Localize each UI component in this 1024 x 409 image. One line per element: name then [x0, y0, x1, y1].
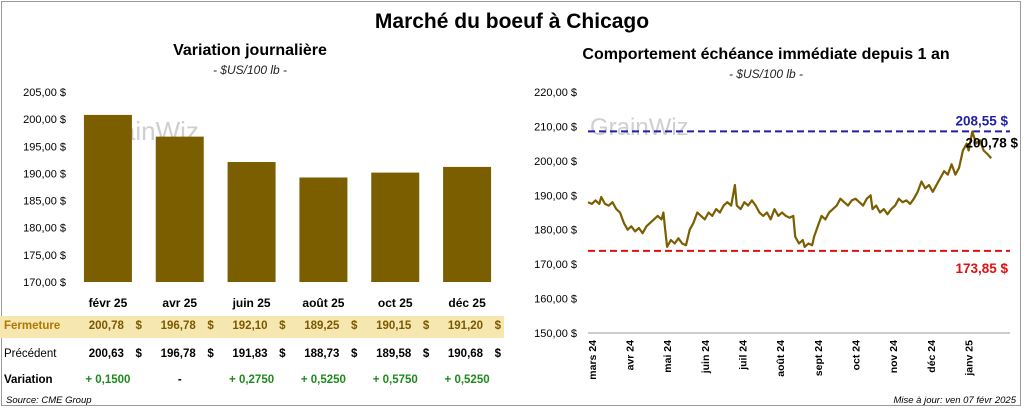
y-tick-label: 200,00 $	[23, 114, 66, 126]
y-tick-label: 175,00 $	[23, 250, 66, 262]
table-row-fermeture: Fermeture 200,78 $196,78 $192,10 $189,25 $19…	[0, 316, 504, 338]
line-chart: GrainWiz 220,00 $ 210,00 $ 200,00 $ 190,00 $…	[534, 87, 1018, 380]
y-tick-label: 205,00 $	[23, 87, 66, 99]
x-tick-label: déc 25	[448, 296, 486, 310]
x-tick-label: juin 25	[232, 296, 271, 310]
x-tick-label: oct 25	[378, 296, 413, 310]
cell-value: 200,78	[88, 320, 124, 332]
y-tick-label: 185,00 $	[23, 196, 66, 208]
cell-currency: $	[279, 348, 286, 360]
cell-value: 191,83	[232, 348, 268, 360]
cell-currency: $	[135, 348, 142, 360]
x-tick-label: août 24	[775, 340, 787, 377]
cell-value: 188,73	[304, 348, 340, 360]
cell-value: 196,78	[160, 320, 196, 332]
x-tick-label: juil 24	[737, 340, 749, 371]
y-tick-label: 190,00 $	[534, 190, 577, 202]
y-tick-label: 220,00 $	[534, 87, 577, 99]
row-label-fermeture: Fermeture	[4, 320, 61, 332]
cell-currency: $	[279, 320, 286, 332]
table-cell: -	[177, 374, 182, 386]
left-chart-title: Variation journalière	[173, 42, 327, 59]
cell-currency: $	[351, 348, 358, 360]
cell-currency: $	[422, 348, 430, 360]
cell-currency: $	[351, 320, 358, 332]
row-label-precedent: Précédent	[4, 348, 57, 360]
cell-value: 189,58	[376, 348, 412, 360]
bar	[443, 166, 492, 282]
cell-currency: $	[135, 320, 142, 332]
bar	[371, 172, 420, 282]
cell-currency: $	[207, 320, 214, 332]
main-title: Marché du boeuf à Chicago	[374, 10, 650, 33]
cell-value: 200,63	[88, 348, 124, 360]
price-line	[587, 130, 993, 248]
row-label-variation: Variation	[4, 374, 53, 386]
table-cell: + 0,1500	[85, 374, 131, 386]
cell-value: 189,25	[304, 320, 340, 332]
cell-currency: $	[494, 348, 502, 360]
y-tick-label: 210,00 $	[534, 121, 577, 133]
y-tick-label: 180,00 $	[23, 223, 66, 235]
cell-value: 196,78	[160, 348, 196, 360]
y-tick-label: 170,00 $	[534, 259, 577, 271]
x-tick-label: mai 24	[662, 340, 674, 373]
watermark-text: GrainWiz	[590, 114, 689, 141]
x-tick-label: févr 25	[89, 296, 128, 310]
y-tick-label: 150,00 $	[534, 328, 577, 340]
x-tick-label: janv 25	[964, 340, 976, 377]
table-cell: + 0,5250	[300, 374, 346, 386]
y-tick-label: 200,00 $	[534, 156, 577, 168]
cell-currency: $	[494, 320, 502, 332]
cell-value: 190,15	[376, 320, 412, 332]
high-reference-label: 208,55 $	[955, 113, 1008, 128]
right-chart-subtitle: - $US/100 lb -	[728, 67, 804, 81]
cell-value: 191,20	[447, 320, 484, 332]
y-tick-label: 195,00 $	[23, 141, 66, 153]
table-cell: + 0,5250	[444, 374, 490, 386]
y-tick-label: 180,00 $	[534, 225, 577, 237]
x-tick-label: avr 24	[624, 340, 636, 371]
bar	[299, 177, 348, 282]
y-tick-label: 160,00 $	[534, 294, 577, 306]
cell-currency: $	[207, 348, 214, 360]
table-cell: + 0,2750	[229, 374, 275, 386]
bar	[227, 162, 276, 282]
table-cell: + 0,5750	[372, 374, 418, 386]
x-tick-label: août 25	[302, 296, 344, 310]
x-tick-label: mars 24	[587, 340, 599, 380]
low-reference-label: 173,85 $	[955, 261, 1008, 276]
x-tick-label: avr 25	[162, 296, 197, 310]
table-row-variation: Variation + 0,1500 - + 0,2750 + 0,5250 + 0,5…	[0, 370, 504, 392]
cell-currency: $	[422, 320, 430, 332]
x-tick-label: nov 24	[888, 340, 900, 373]
bar	[83, 114, 132, 282]
x-tick-label: juin 24	[700, 340, 712, 374]
source-note: Source: CME Group	[6, 395, 92, 406]
y-tick-label: 190,00 $	[23, 168, 66, 180]
left-chart-subtitle: - $US/100 lb -	[212, 63, 288, 77]
x-tick-label: déc 24	[926, 340, 938, 373]
x-tick-label: sept 24	[813, 340, 825, 376]
right-chart-title: Comportement échéance immédiate depuis 1…	[582, 46, 950, 63]
cell-value: 192,10	[232, 320, 268, 332]
update-note: Mise à jour: ven 07 févr 2025	[893, 395, 1016, 406]
y-tick-label: 170,00 $	[23, 277, 66, 289]
table-row-precedent: Précédent 200,63 $196,78 $191,83 $188,73 $18…	[0, 344, 504, 366]
x-tick-label: oct 24	[851, 340, 863, 371]
bar	[155, 136, 204, 282]
cell-value: 190,68	[447, 348, 484, 360]
last-value-label: 200,78 $	[965, 135, 1018, 150]
